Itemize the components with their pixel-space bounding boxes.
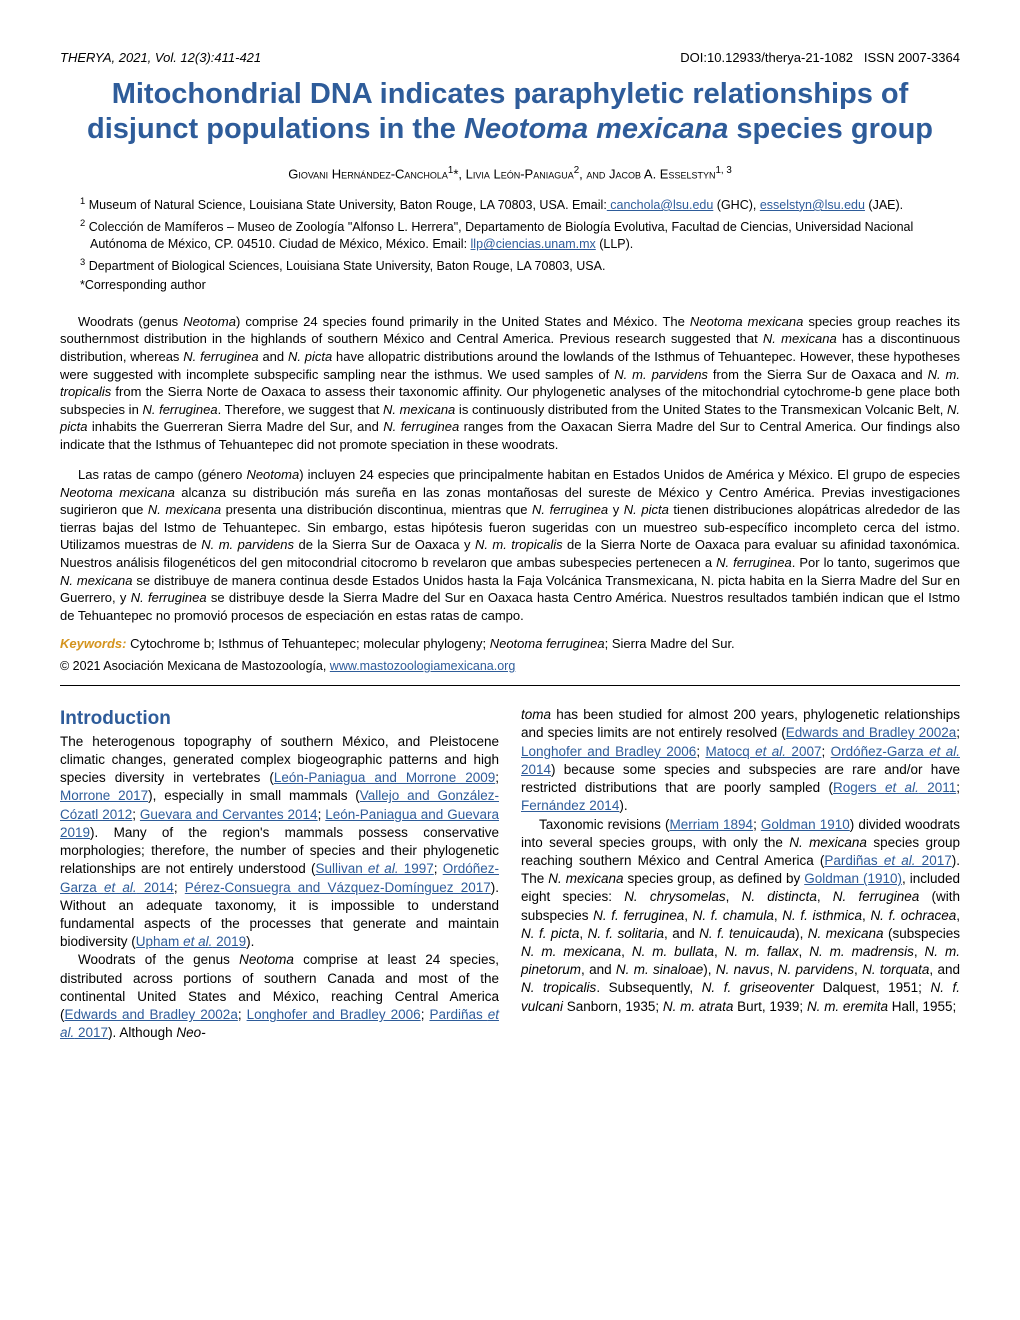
intro-paragraph-2: Woodrats of the genus Neotoma comprise a…: [60, 951, 499, 1042]
email-link-ghc[interactable]: canchola@lsu.edu: [607, 198, 714, 212]
intro-paragraph-1: The heterogenous topography of southern …: [60, 733, 499, 952]
copyright-line: © 2021 Asociación Mexicana de Mastozoolo…: [60, 659, 960, 673]
email-link-llp[interactable]: llp@ciencias.unam.mx: [471, 237, 596, 251]
keywords-text: Cytochrome b; Isthmus of Tehuantepec; mo…: [126, 636, 734, 651]
doi-issn: DOI:10.12933/therya-21-1082 ISSN 2007-33…: [680, 50, 960, 65]
email-link-jae[interactable]: esselstyn@lsu.edu: [760, 198, 865, 212]
article-title: Mitochondrial DNA indicates paraphyletic…: [60, 77, 960, 147]
affiliation-3: 3 Department of Biological Sciences, Lou…: [80, 256, 940, 276]
affiliation-1: 1 Museum of Natural Science, Louisiana S…: [80, 195, 940, 215]
abstract-spanish: Las ratas de campo (género Neotoma) incl…: [60, 466, 960, 624]
corresponding-author-note: *Corresponding author: [80, 277, 940, 295]
society-link[interactable]: www.mastozoologiamexicana.org: [330, 659, 516, 673]
affiliation-2: 2 Colección de Mamíferos – Museo de Zool…: [80, 217, 940, 254]
intro-paragraph-4: Taxonomic revisions (Merriam 1894; Goldm…: [521, 816, 960, 1016]
section-divider: [60, 685, 960, 686]
body-columns: Introduction The heterogenous topography…: [60, 706, 960, 1042]
keywords-label: Keywords:: [60, 636, 126, 651]
running-header: THERYA, 2021, Vol. 12(3):411-421 DOI:10.…: [60, 50, 960, 65]
journal-citation: THERYA, 2021, Vol. 12(3):411-421: [60, 50, 261, 65]
abstract-english: Woodrats (genus Neotoma) comprise 24 spe…: [60, 313, 960, 453]
intro-paragraph-3: toma has been studied for almost 200 yea…: [521, 706, 960, 815]
introduction-heading: Introduction: [60, 706, 499, 732]
affiliations-block: 1 Museum of Natural Science, Louisiana S…: [80, 195, 940, 295]
keywords-line: Keywords: Cytochrome b; Isthmus of Tehua…: [60, 636, 960, 651]
author-list: Giovani Hernández-Canchola1*, Livia León…: [60, 165, 960, 181]
